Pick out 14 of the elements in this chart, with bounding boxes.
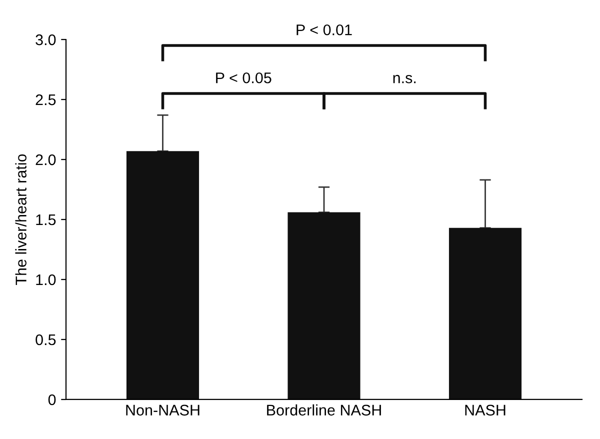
x-tick-label: Borderline NASH — [267, 404, 381, 416]
y-tick-label: 1.0 — [36, 274, 56, 286]
y-tick-label: 1.5 — [36, 214, 56, 226]
y-tick-label: 0.5 — [36, 334, 56, 346]
y-tick-label: 2.0 — [36, 154, 56, 166]
y-axis-title: The liver/heart ratio — [15, 154, 26, 285]
y-tick-label: 2.5 — [36, 94, 56, 106]
annotation: P < 0.05 — [216, 72, 272, 84]
x-tick-label: Non-NASH — [126, 404, 200, 416]
text: P < 0.01 — [296, 24, 352, 36]
x-tick-label: NASH — [465, 404, 506, 416]
y-tick-label: 3.0 — [36, 34, 56, 46]
y-tick-label: 0 — [48, 394, 56, 406]
annotation: n.s. — [393, 74, 416, 84]
